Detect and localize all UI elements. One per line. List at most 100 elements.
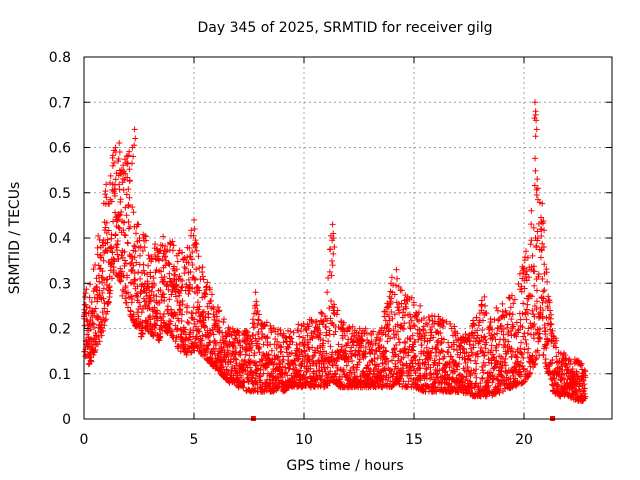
data-point <box>314 326 321 333</box>
data-point <box>575 357 582 364</box>
data-point <box>432 378 439 385</box>
data-point <box>299 358 306 365</box>
data-point <box>520 354 527 361</box>
data-point <box>330 235 337 241</box>
data-point <box>407 323 414 330</box>
data-point <box>530 323 537 330</box>
data-point <box>309 344 316 351</box>
data-point <box>112 231 119 238</box>
data-point <box>169 247 176 254</box>
data-point <box>161 274 168 281</box>
data-point <box>394 328 401 335</box>
data-point <box>184 348 191 355</box>
data-point <box>438 347 445 354</box>
data-point <box>327 343 334 350</box>
data-point <box>399 325 406 332</box>
data-point <box>539 307 546 314</box>
data-point <box>229 325 236 332</box>
data-point <box>116 149 123 156</box>
data-point <box>213 313 220 320</box>
data-point <box>521 265 528 272</box>
data-point <box>489 326 496 333</box>
data-point <box>398 287 405 294</box>
data-point <box>142 317 149 324</box>
data-point <box>102 188 109 195</box>
data-point <box>473 374 480 381</box>
data-point <box>537 254 544 261</box>
data-point <box>103 219 110 226</box>
data-point <box>143 320 150 327</box>
data-point <box>207 339 214 346</box>
data-point <box>82 293 89 300</box>
data-point <box>318 309 325 316</box>
data-point <box>189 285 196 292</box>
data-point <box>111 258 118 265</box>
data-point <box>522 309 529 316</box>
data-point <box>543 342 550 349</box>
data-point <box>152 321 159 328</box>
data-point <box>517 359 524 366</box>
data-point <box>117 277 124 284</box>
data-point <box>435 313 442 320</box>
data-point <box>518 339 525 346</box>
data-point <box>159 313 166 320</box>
data-point <box>330 250 337 257</box>
data-point <box>125 201 132 208</box>
data-point <box>293 341 300 348</box>
data-point <box>208 297 215 304</box>
data-point <box>479 348 486 355</box>
data-point <box>126 148 133 155</box>
data-point <box>510 300 517 307</box>
data-point <box>408 367 415 374</box>
data-point <box>116 186 123 193</box>
data-point <box>154 307 161 314</box>
data-point <box>410 343 417 350</box>
data-point <box>104 308 111 315</box>
data-point <box>531 282 538 289</box>
data-point <box>121 257 128 264</box>
data-point <box>499 362 506 369</box>
data-point <box>291 357 298 364</box>
data-point <box>529 252 536 259</box>
data-point <box>543 269 550 276</box>
data-point <box>542 341 549 348</box>
y-tick-label: 0.4 <box>49 231 71 247</box>
data-point <box>454 330 461 337</box>
data-point <box>524 301 531 308</box>
data-point <box>344 372 351 379</box>
data-point <box>195 253 202 260</box>
data-point <box>302 375 309 382</box>
data-point <box>370 328 377 335</box>
data-point <box>194 333 201 340</box>
data-point <box>124 240 131 247</box>
data-point <box>129 144 136 151</box>
data-point <box>181 254 188 261</box>
data-point <box>182 326 189 333</box>
data-point <box>412 338 419 345</box>
data-point <box>288 335 295 342</box>
data-point <box>90 266 97 273</box>
data-point <box>582 393 589 400</box>
data-point <box>203 283 210 290</box>
data-point <box>577 361 584 368</box>
data-point <box>93 283 100 290</box>
data-point <box>385 313 392 320</box>
y-axis-label: SRMTID / TECUs <box>7 182 23 295</box>
data-point <box>356 359 363 366</box>
data-point <box>141 270 148 277</box>
data-point <box>135 313 142 320</box>
data-point <box>516 270 523 277</box>
data-point <box>530 263 537 270</box>
data-point <box>381 365 388 372</box>
data-point <box>147 298 154 305</box>
data-point <box>176 292 183 299</box>
data-point <box>253 298 260 305</box>
data-point <box>426 354 433 361</box>
data-point <box>402 339 409 346</box>
data-point <box>114 217 121 224</box>
data-point <box>502 362 509 369</box>
data-point <box>150 292 157 299</box>
data-point <box>166 261 173 268</box>
data-point <box>382 356 389 363</box>
data-point <box>199 309 206 316</box>
